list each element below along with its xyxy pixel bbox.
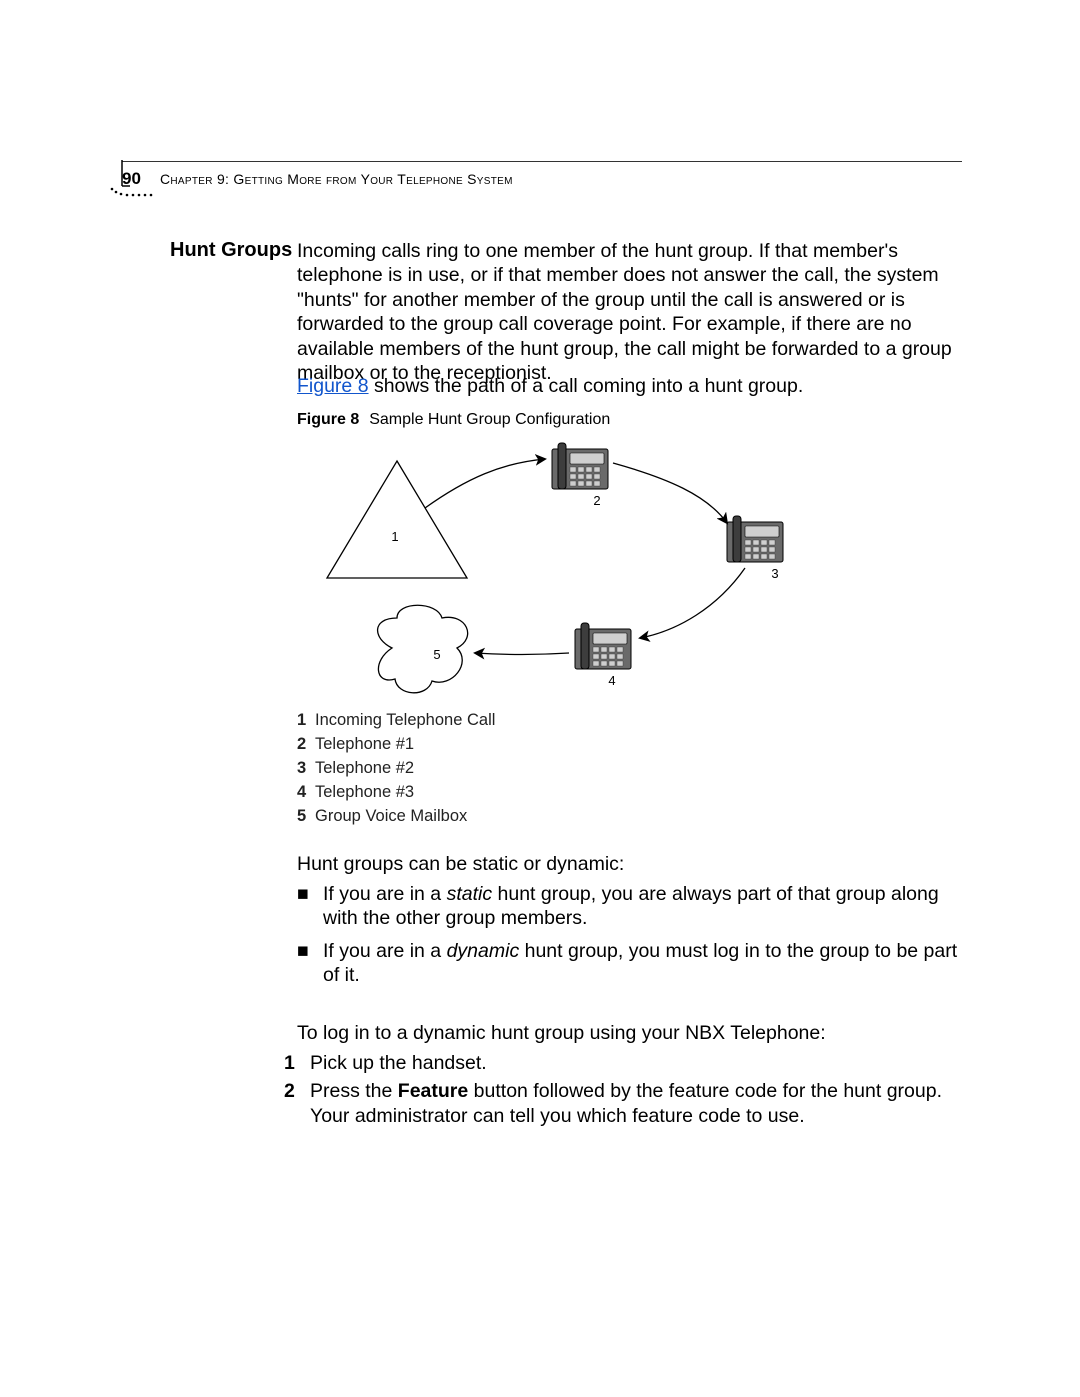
node-1-label: 1 [391, 529, 398, 544]
login-intro: To log in to a dynamic hunt group using … [297, 1021, 969, 1045]
legend-item: 3Telephone #2 [297, 759, 495, 778]
list-item: ■ If you are in a dynamic hunt group, yo… [297, 939, 969, 988]
arrow-3-4 [640, 568, 745, 638]
figure-caption: Figure 8 Sample Hunt Group Configuration [297, 411, 610, 429]
bullet-icon: ■ [297, 882, 323, 931]
chapter-heading: Chapter 9: Getting More from Your Teleph… [160, 171, 513, 187]
node-5-label: 5 [433, 647, 440, 662]
figure-caption-text: Sample Hunt Group Configuration [369, 411, 610, 428]
node-2-label: 2 [593, 493, 600, 508]
legend-item: 4Telephone #3 [297, 783, 495, 802]
figure-legend: 1Incoming Telephone Call 2Telephone #1 3… [297, 711, 495, 831]
bullet-list: ■ If you are in a static hunt group, you… [297, 882, 969, 996]
phone-node-4 [575, 623, 631, 669]
list-item: 2 Press the Feature button followed by t… [284, 1079, 969, 1128]
legend-item: 5Group Voice Mailbox [297, 807, 495, 826]
figure-label: Figure 8 [297, 411, 359, 428]
triangle-node [327, 461, 467, 578]
header-rule [122, 161, 962, 162]
list-item: 1 Pick up the handset. [284, 1051, 969, 1075]
legend-item: 1Incoming Telephone Call [297, 711, 495, 730]
node-3-label: 3 [771, 566, 778, 581]
hunt-group-diagram: 1 2 3 4 5 [297, 433, 807, 711]
cloud-node: 5 [378, 605, 468, 693]
arrow-2-3 [613, 463, 727, 523]
bullet-icon: ■ [297, 939, 323, 988]
legend-item: 2Telephone #1 [297, 735, 495, 754]
figure-ref-paragraph: Figure 8 shows the path of a call coming… [297, 374, 969, 398]
arrow-4-5 [475, 653, 569, 655]
figure-link[interactable]: Figure 8 [297, 375, 369, 397]
section-title: Hunt Groups [170, 239, 292, 262]
static-dynamic-intro: Hunt groups can be static or dynamic: [297, 852, 969, 876]
phone-node-3 [727, 516, 783, 562]
ordered-steps: 1 Pick up the handset. 2 Press the Featu… [284, 1051, 969, 1132]
node-4-label: 4 [608, 673, 615, 688]
list-item: ■ If you are in a static hunt group, you… [297, 882, 969, 931]
page: 90 Chapter 9: Getting More from Your Tel… [0, 0, 1080, 1397]
intro-paragraph: Incoming calls ring to one member of the… [297, 239, 969, 385]
arrow-1-2 [425, 459, 545, 508]
phone-node-2 [552, 443, 608, 489]
page-number: 90 [122, 169, 141, 189]
figure-ref-text: shows the path of a call coming into a h… [369, 375, 804, 397]
